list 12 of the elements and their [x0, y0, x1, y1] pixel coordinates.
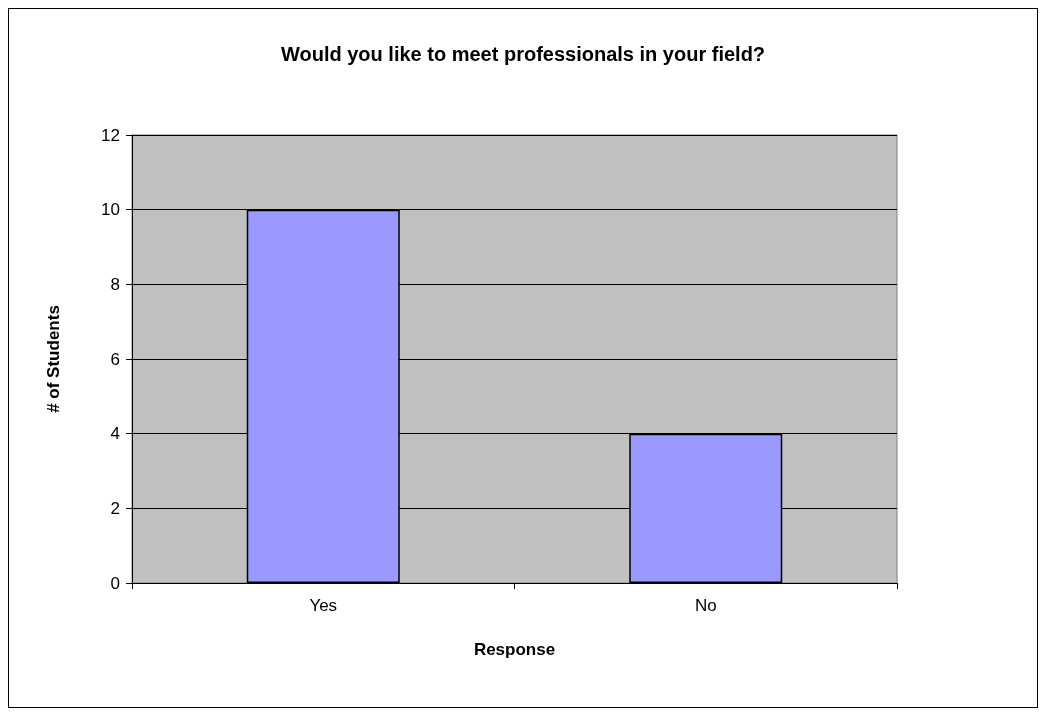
- chart-title: Would you like to meet professionals in your field?: [280, 43, 766, 65]
- y-axis-title: # of Students: [44, 305, 63, 413]
- y-tick-label: 4: [110, 424, 120, 444]
- y-tick-label: 2: [110, 498, 120, 518]
- y-tick-label: 8: [110, 274, 120, 294]
- x-axis-title: Response: [473, 640, 556, 659]
- y-tick-label: 6: [110, 349, 120, 369]
- y-tick-label: 12: [101, 125, 120, 145]
- x-tick-label: No: [694, 596, 717, 615]
- y-tick-label: 0: [110, 573, 120, 593]
- x-tick-label: Yes: [309, 596, 338, 615]
- y-tick-label: 10: [101, 200, 120, 220]
